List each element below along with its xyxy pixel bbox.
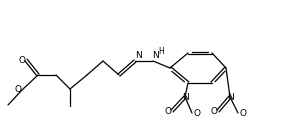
Text: N: N (135, 51, 142, 60)
Text: N: N (227, 92, 233, 101)
Text: O: O (193, 109, 200, 117)
Text: N: N (182, 92, 188, 101)
Text: O: O (164, 106, 171, 116)
Text: O: O (210, 106, 217, 116)
Text: O: O (14, 85, 21, 95)
Text: H: H (158, 47, 164, 56)
Text: N: N (152, 51, 159, 60)
Text: O: O (239, 109, 246, 117)
Text: O: O (18, 55, 25, 64)
